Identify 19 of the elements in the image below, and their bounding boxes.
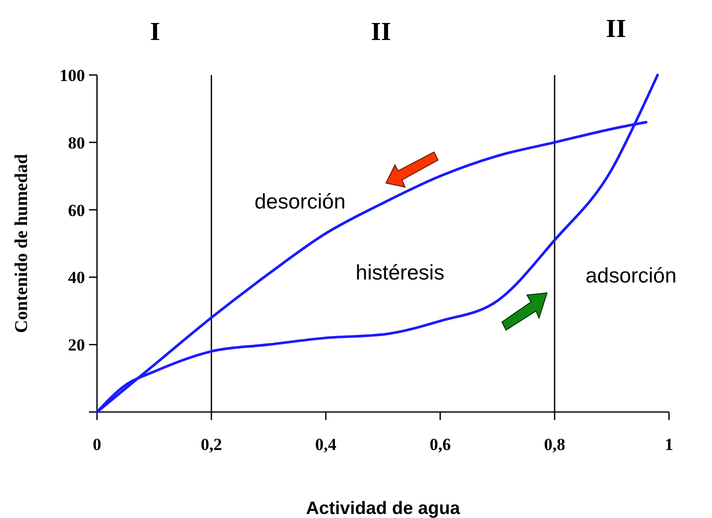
annotation: histéresis xyxy=(356,261,444,284)
annotation: desorción xyxy=(254,190,346,214)
y-tick-label: 20 xyxy=(68,336,85,355)
x-tick-label: 1 xyxy=(664,435,674,454)
text: II xyxy=(606,14,626,43)
text: II xyxy=(370,17,392,46)
x-axis-title: Actividad de agua xyxy=(306,498,462,518)
x-tick-label: 0,8 xyxy=(544,435,566,454)
x-tick-label: 0 xyxy=(92,435,102,454)
y-axis-title: Contenido de humedad xyxy=(11,154,31,334)
x-tick-label: 0,6 xyxy=(430,435,451,454)
x-tick-label: 0,4 xyxy=(315,435,337,454)
text: I xyxy=(150,17,160,46)
y-tick-label: 40 xyxy=(68,268,85,288)
annotation: adsorción xyxy=(585,264,677,288)
x-tick-label: 0,2 xyxy=(200,435,222,454)
y-tick-label: 80 xyxy=(68,133,85,152)
y-tick-label: 60 xyxy=(68,200,85,220)
y-tick-label: 100 xyxy=(60,66,85,85)
